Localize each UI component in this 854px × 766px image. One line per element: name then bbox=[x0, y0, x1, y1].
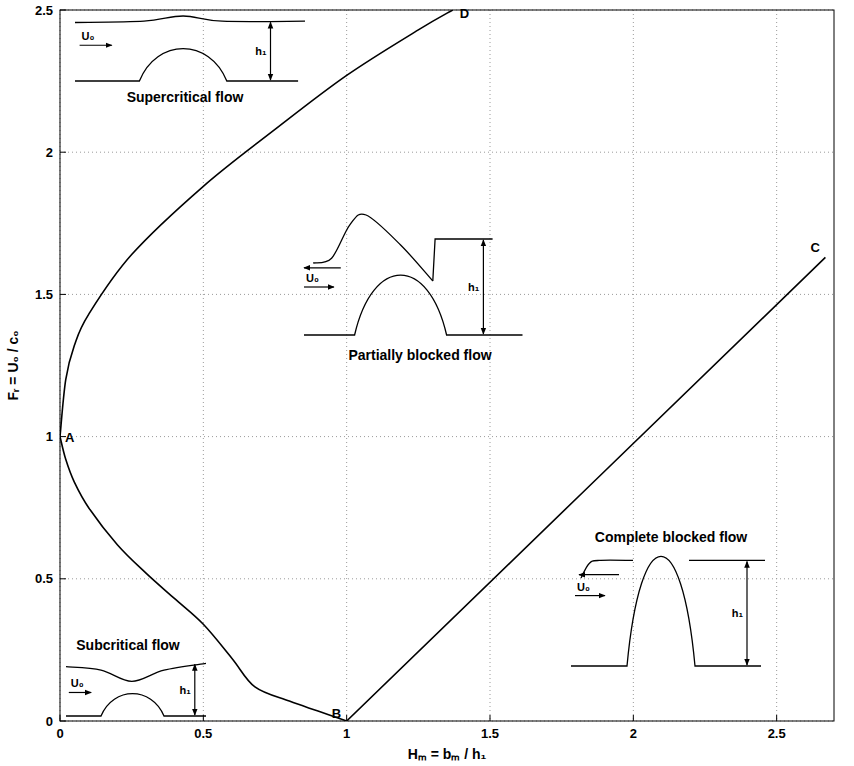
y-tick-label: 0 bbox=[46, 714, 53, 729]
y-tick-label: 2 bbox=[46, 145, 53, 160]
x-axis-title: Hₘ = bₘ / h₁ bbox=[408, 746, 487, 762]
inflow-label: U₀ bbox=[82, 30, 95, 42]
inflow-arrow bbox=[80, 45, 112, 46]
depth-label: h₁ bbox=[180, 684, 192, 696]
bottom-topography bbox=[571, 556, 761, 666]
x-grid-line bbox=[203, 10, 204, 721]
x-grid-line bbox=[346, 10, 347, 721]
y-tick-label: 2.5 bbox=[35, 3, 53, 18]
depth-label: h₁ bbox=[255, 45, 267, 57]
plot-frame bbox=[60, 10, 834, 721]
y-tick-label: 1 bbox=[46, 429, 53, 444]
flow-sketch: U₀ h₁ bbox=[571, 556, 765, 666]
y-tick-label: 1.5 bbox=[35, 287, 53, 302]
region-label: Supercritical flow bbox=[127, 89, 244, 105]
x-tick bbox=[776, 715, 777, 721]
bottom-topography bbox=[66, 694, 206, 716]
free-surface bbox=[581, 560, 633, 578]
x-tick-label: 2 bbox=[630, 726, 637, 741]
free-surface bbox=[66, 663, 206, 681]
regime-boundary bbox=[347, 257, 826, 721]
flow-sketch: U₀ h₁ bbox=[304, 214, 523, 335]
x-tick-label: 0.5 bbox=[194, 726, 212, 741]
depth-label: h₁ bbox=[732, 607, 744, 619]
y-tick bbox=[60, 578, 66, 579]
y-grid-line bbox=[60, 436, 834, 437]
x-tick-label: 1.5 bbox=[481, 726, 499, 741]
x-tick-label: 2.5 bbox=[768, 726, 786, 741]
chart: 0 0.5 1 1.5 2 2.5 0 0.5 1 1.5 2 2.5 Hₘ = bₘ / h₁ Fᵣ =… bbox=[0, 0, 854, 766]
depth-label: h₁ bbox=[468, 281, 480, 293]
flow-sketch: U₀ h₁ bbox=[66, 663, 206, 716]
region-label: Subcritical flow bbox=[76, 637, 180, 653]
region-label: Complete blocked flow bbox=[595, 529, 748, 545]
x-tick-label: 1 bbox=[343, 726, 350, 741]
inflow-label: U₀ bbox=[577, 581, 590, 593]
y-tick bbox=[60, 152, 66, 153]
region-label: Partially blocked flow bbox=[348, 347, 491, 363]
flow-sketch: U₀ h₁ bbox=[75, 16, 305, 81]
y-grid-line bbox=[60, 152, 834, 153]
x-tick bbox=[633, 715, 634, 721]
depth-arrow bbox=[270, 22, 271, 80]
depth-arrow bbox=[483, 240, 484, 334]
depth-arrow bbox=[194, 664, 195, 715]
point-label: C bbox=[810, 240, 820, 255]
x-tick-label: 0 bbox=[56, 726, 63, 741]
regime-boundary bbox=[60, 10, 453, 437]
inflow-label: U₀ bbox=[71, 677, 84, 689]
x-grid-line bbox=[490, 10, 491, 721]
curves bbox=[60, 10, 825, 721]
y-grid-line bbox=[60, 294, 834, 295]
point-label: A bbox=[65, 430, 75, 445]
inflow-arrow bbox=[69, 692, 91, 693]
inflow-label: U₀ bbox=[306, 272, 319, 284]
free-surface bbox=[313, 214, 433, 281]
point-label: D bbox=[460, 6, 469, 21]
depth-arrow bbox=[746, 561, 747, 665]
upstream-arrow bbox=[304, 267, 341, 268]
x-tick bbox=[490, 715, 491, 721]
upstream-arrow bbox=[579, 574, 619, 575]
free-surface bbox=[75, 16, 305, 23]
y-grid-line bbox=[60, 578, 834, 579]
y-tick bbox=[60, 294, 66, 295]
inflow-arrow bbox=[575, 595, 605, 596]
free-surface bbox=[689, 560, 765, 561]
y-axis-title: Fᵣ = U₀ / c₀ bbox=[5, 330, 21, 400]
y-tick-label: 0.5 bbox=[35, 571, 53, 586]
grid bbox=[60, 10, 834, 721]
inflow-arrow bbox=[304, 286, 334, 287]
x-grid-line bbox=[776, 10, 777, 721]
bottom-topography bbox=[304, 275, 523, 335]
regime-boundary bbox=[60, 437, 347, 721]
point-label: B bbox=[332, 706, 341, 721]
